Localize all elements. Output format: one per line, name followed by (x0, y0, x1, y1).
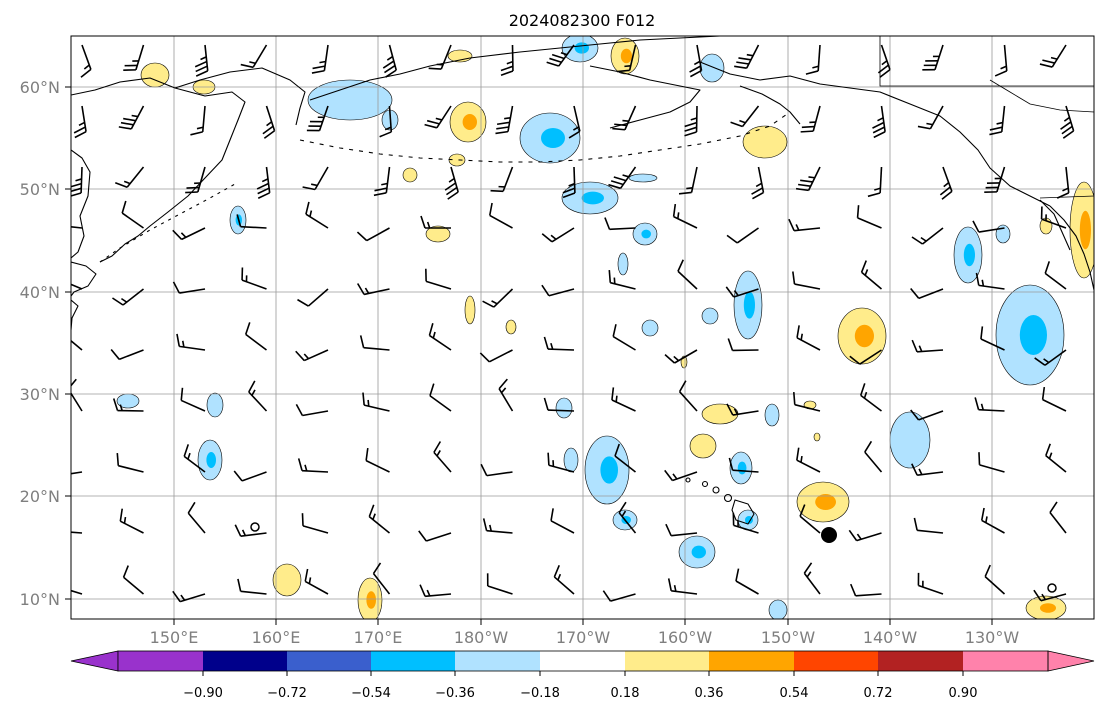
shaded-region (769, 600, 787, 620)
shaded-region-core (541, 128, 565, 148)
lat-label: 10°N (20, 590, 60, 609)
colorbar-label: 0.72 (864, 686, 893, 701)
shaded-region-core (366, 591, 376, 609)
colorbar-tick-labels: −0.90 −0.72 −0.54 −0.36 −0.18 0.18 0.36 … (183, 686, 977, 701)
shaded-region-core (206, 452, 216, 468)
map-title: 2024082300 F012 (509, 11, 656, 30)
lon-label: 160°E (252, 628, 301, 647)
shaded-region-core (641, 230, 651, 239)
shaded-region-core (855, 325, 874, 347)
lon-label: 150°W (761, 628, 816, 647)
lat-label: 30°N (20, 385, 60, 404)
shaded-region (814, 433, 820, 441)
colorbar-label: −0.90 (183, 686, 223, 701)
lat-label: 20°N (20, 487, 60, 506)
shaded-region-core (582, 192, 604, 205)
shaded-region (890, 412, 930, 468)
shaded-region-core (744, 291, 755, 318)
map-area (50, 34, 1098, 622)
shaded-region (618, 253, 628, 275)
shaded-region (743, 126, 787, 158)
colorbar-label: 0.54 (780, 686, 809, 701)
shaded-region-core (575, 42, 589, 53)
colorbar (71, 651, 1094, 676)
shaded-region (690, 434, 716, 458)
lat-label: 40°N (20, 283, 60, 302)
shaded-region-core (964, 244, 975, 266)
colorbar-segment (371, 651, 455, 671)
colorbar-label: −0.54 (351, 686, 391, 701)
latitude-labels: 60°N 50°N 40°N 30°N 20°N 10°N (20, 78, 60, 609)
colorbar-label: −0.72 (267, 686, 307, 701)
shaded-region-core (600, 456, 618, 483)
shaded-region-core (621, 49, 632, 63)
colorbar-segment (963, 651, 1048, 671)
colorbar-segment (878, 651, 963, 671)
colorbar-label: 0.90 (949, 686, 978, 701)
longitude-labels: 150°E 160°E 170°E 180°W 170°W 160°W 150°… (150, 628, 1020, 647)
shaded-region (273, 564, 301, 596)
shaded-region-core (1040, 603, 1056, 613)
colorbar-segment (709, 651, 794, 671)
colorbar-segment (794, 651, 878, 671)
shaded-region-core (463, 114, 477, 130)
colorbar-label: −0.18 (520, 686, 560, 701)
shaded-region (702, 308, 718, 324)
shaded-region-core (692, 546, 706, 559)
lat-label: 50°N (20, 180, 60, 199)
colorbar-segment (118, 651, 203, 671)
lon-label: 180°W (454, 628, 509, 647)
shaded-region (642, 320, 658, 336)
lon-label: 170°W (556, 628, 611, 647)
colorbar-extend-low (71, 651, 118, 671)
shaded-region (564, 448, 578, 472)
tropical-cyclone-marker (821, 527, 837, 543)
colorbar-segment (540, 651, 625, 671)
shaded-region (403, 168, 417, 182)
shaded-region (629, 174, 657, 182)
shaded-region (207, 393, 223, 417)
shaded-region (765, 404, 779, 426)
lon-label: 130°W (965, 628, 1020, 647)
lon-label: 170°E (354, 628, 403, 647)
colorbar-segment (455, 651, 540, 671)
colorbar-segment (287, 651, 371, 671)
lon-label: 160°W (658, 628, 713, 647)
shaded-region-core (738, 462, 747, 475)
shaded-region-core (1080, 211, 1091, 249)
shaded-region (465, 296, 475, 324)
colorbar-label: 0.36 (695, 686, 724, 701)
shaded-region (700, 54, 724, 82)
colorbar-extend-high (1048, 651, 1094, 671)
lon-label: 150°E (150, 628, 199, 647)
shaded-region (308, 80, 392, 120)
shaded-region (506, 320, 516, 334)
shaded-region-core (1020, 315, 1047, 355)
shaded-region (556, 398, 572, 418)
colorbar-segment (625, 651, 709, 671)
colorbar-label: −0.36 (435, 686, 475, 701)
lon-label: 140°W (863, 628, 918, 647)
colorbar-label: 0.18 (611, 686, 640, 701)
colorbar-segment (203, 651, 287, 671)
lat-label: 60°N (20, 78, 60, 97)
